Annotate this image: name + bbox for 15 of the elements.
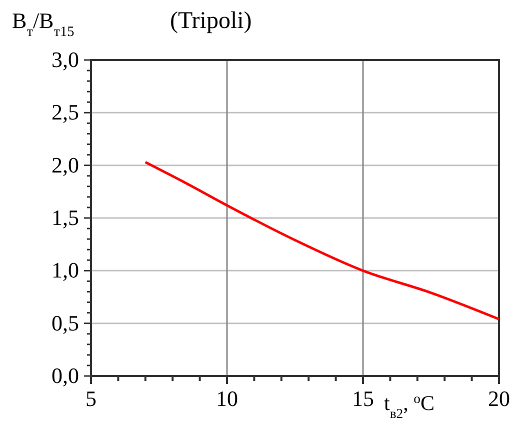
chart-title: (Tripoli) — [170, 8, 252, 34]
x-tick-label: 5 — [86, 386, 96, 411]
y-tick-label: 1,0 — [52, 258, 79, 283]
line-series — [144, 160, 500, 320]
y-tick-label: 0,0 — [52, 363, 79, 388]
x-axis-title: t$_{в2}$, $^{o}$C — [384, 390, 434, 420]
y-tick-label: 2,0 — [52, 152, 79, 178]
y-tick-label: 1,5 — [52, 205, 79, 230]
y-tick-label: 3,0 — [52, 47, 79, 72]
x-tick-label: 20 — [488, 386, 510, 411]
y-tick-label: 2,5 — [52, 100, 79, 125]
y-axis-title: B$_{т}$/B$_{т15}$ — [12, 8, 74, 40]
y-tick-label: 0,5 — [52, 310, 79, 336]
x-tick-label: 15 — [352, 386, 374, 411]
x-tick-label: 10 — [216, 386, 238, 411]
